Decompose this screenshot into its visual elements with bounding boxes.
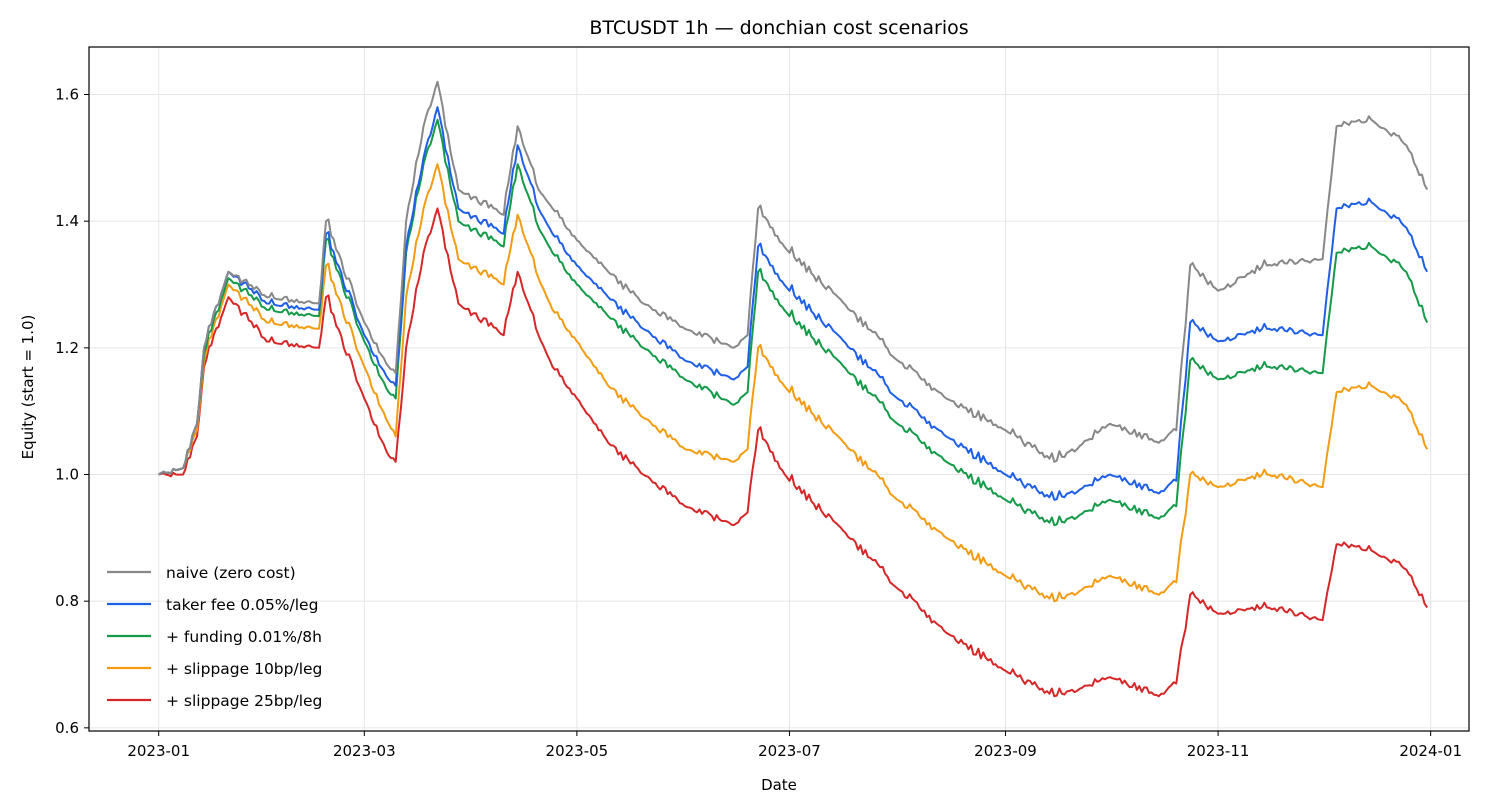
y-tick-label: 1.2 xyxy=(55,339,79,357)
x-tick-label: 2023-11 xyxy=(1187,742,1250,760)
x-axis-label: Date xyxy=(761,776,797,794)
chart-title: BTCUSDT 1h — donchian cost scenarios xyxy=(589,17,968,39)
y-tick-label: 1.4 xyxy=(55,212,79,230)
y-axis: 0.6 0.8 1.0 1.2 1.4 1.6 xyxy=(55,86,89,737)
x-tick-label: 2024-01 xyxy=(1399,742,1462,760)
x-tick-label: 2023-03 xyxy=(333,742,396,760)
y-tick-label: 1.0 xyxy=(55,466,79,484)
series-line xyxy=(158,163,1429,603)
x-axis: 2023-01 2023-03 2023-05 2023-07 2023-09 2023-… xyxy=(127,731,1462,760)
plot-frame xyxy=(88,46,1470,732)
y-tick-label: 1.6 xyxy=(55,86,79,104)
series-line xyxy=(158,118,1429,527)
y-tick-label: 0.8 xyxy=(55,592,79,610)
y-axis-label: Equity (start = 1.0) xyxy=(19,315,37,460)
legend-label: naive (zero cost) xyxy=(166,564,296,582)
y-tick-label: 0.6 xyxy=(55,719,79,737)
legend-label: + funding 0.01%/8h xyxy=(166,628,322,646)
series-line xyxy=(158,80,1429,476)
series-layer xyxy=(158,80,1429,698)
legend-label: + slippage 25bp/leg xyxy=(166,692,322,710)
legend-label: + slippage 10bp/leg xyxy=(166,660,322,678)
x-tick-label: 2023-05 xyxy=(546,742,609,760)
x-tick-label: 2023-07 xyxy=(758,742,821,760)
series-line xyxy=(158,106,1429,501)
legend-label: taker fee 0.05%/leg xyxy=(166,596,318,614)
x-tick-label: 2023-09 xyxy=(974,742,1037,760)
x-tick-label: 2023-01 xyxy=(127,742,190,760)
series-line xyxy=(158,207,1429,698)
legend: naive (zero cost) taker fee 0.05%/leg + fu… xyxy=(107,564,322,710)
